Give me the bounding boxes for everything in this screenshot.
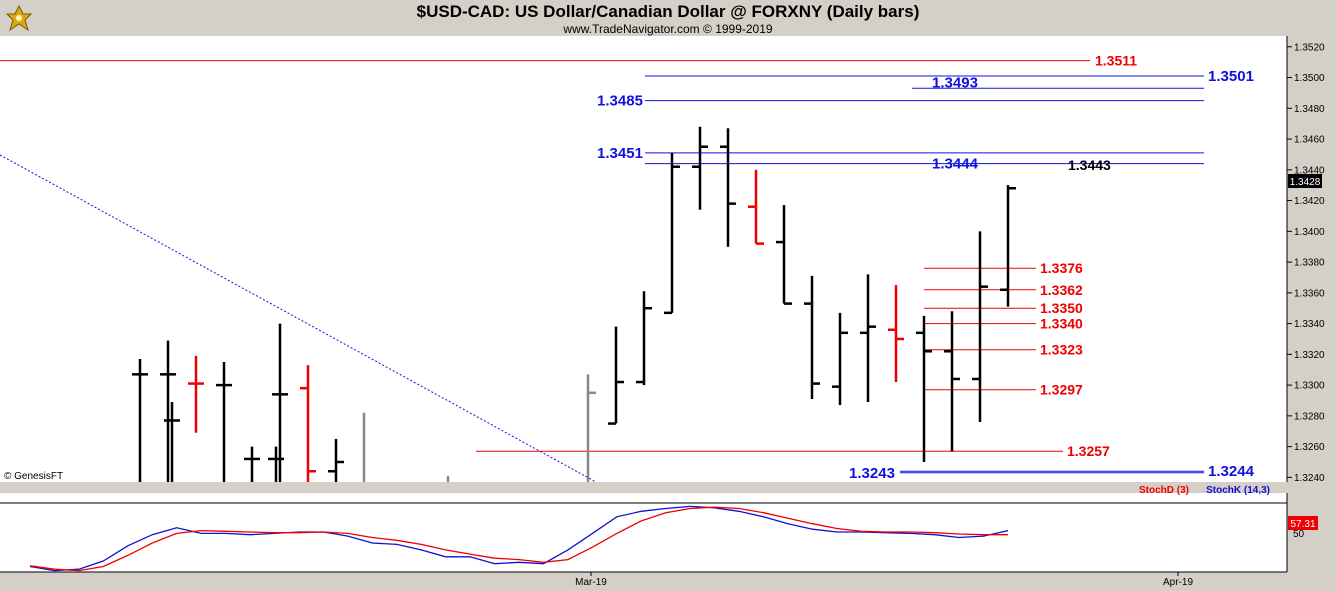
red-level-label: 1.3362: [1040, 282, 1083, 298]
stoch-tick-50: 50: [1293, 529, 1305, 540]
blue-level-label: 1.3244: [1208, 463, 1255, 480]
legend-stochd: StochD (3): [1139, 485, 1189, 496]
blue-level-label: 1.3493: [932, 74, 978, 91]
level-lines: 1.3501 1.3493 1.3485 1.3451 1.3444 1.3244 1.32…: [0, 53, 1255, 482]
red-level-label: 1.3350: [1040, 300, 1083, 316]
red-level-label: 1.3297: [1040, 382, 1083, 398]
price-axis: 1.3240 1.3260 1.3280 1.3300 1.3320 1.3340 1.33…: [1287, 42, 1325, 484]
y-tick-label: 1.3340: [1294, 319, 1325, 330]
watermark: © GenesisFT: [4, 471, 63, 482]
price-plot-area: [0, 36, 1287, 482]
trend-line: [0, 154, 597, 483]
x-tick-apr: Apr-19: [1163, 577, 1193, 588]
y-tick-label: 1.3240: [1294, 473, 1325, 484]
blue-level-label: 1.3243: [849, 465, 895, 482]
stoch-plot-area: [0, 493, 1287, 572]
red-level-label: 1.3323: [1040, 342, 1083, 358]
stoch-line: [29, 506, 1008, 572]
red-level-label: 1.3340: [1040, 316, 1083, 332]
y-tick-label: 1.3280: [1294, 411, 1325, 422]
stochastic-panel: [29, 505, 1009, 572]
chart-subtitle: www.TradeNavigator.com © 1999-2019: [563, 22, 773, 36]
red-level-label: 1.3257: [1067, 443, 1110, 459]
y-tick-label: 1.3300: [1294, 381, 1325, 392]
chart-title: $USD-CAD: US Dollar/Canadian Dollar @ FO…: [416, 2, 920, 21]
blue-level-label: 1.3444: [932, 156, 979, 173]
y-tick-label: 1.3260: [1294, 442, 1325, 453]
x-tick-mar: Mar-19: [575, 577, 607, 588]
blue-level-label: 1.3451: [597, 145, 643, 162]
y-tick-label: 1.3380: [1294, 258, 1325, 269]
last-price-tag: 1.3428: [1290, 177, 1321, 188]
y-tick-label: 1.3480: [1294, 104, 1325, 115]
y-tick-label: 1.3420: [1294, 196, 1325, 207]
legend-stochk: StochK (14,3): [1206, 485, 1270, 496]
blue-level-label: 1.3485: [597, 93, 643, 110]
y-tick-label: 1.3520: [1294, 42, 1325, 53]
red-level-label: 1.3511: [1095, 53, 1137, 69]
y-tick-label: 1.3400: [1294, 227, 1325, 238]
stoch-last-tag: 57.31: [1290, 519, 1315, 530]
y-tick-label: 1.3500: [1294, 73, 1325, 84]
y-tick-label: 1.3460: [1294, 135, 1325, 146]
y-tick-label: 1.3320: [1294, 350, 1325, 361]
price-bars: [132, 126, 1016, 482]
red-level-label: 1.3376: [1040, 260, 1083, 276]
trade-navigator-logo-icon: [5, 4, 33, 32]
blue-level-label: 1.3501: [1208, 68, 1254, 85]
black-level-label: 1.3443: [1068, 157, 1111, 173]
y-tick-label: 1.3440: [1294, 165, 1325, 176]
y-tick-label: 1.3360: [1294, 288, 1325, 299]
